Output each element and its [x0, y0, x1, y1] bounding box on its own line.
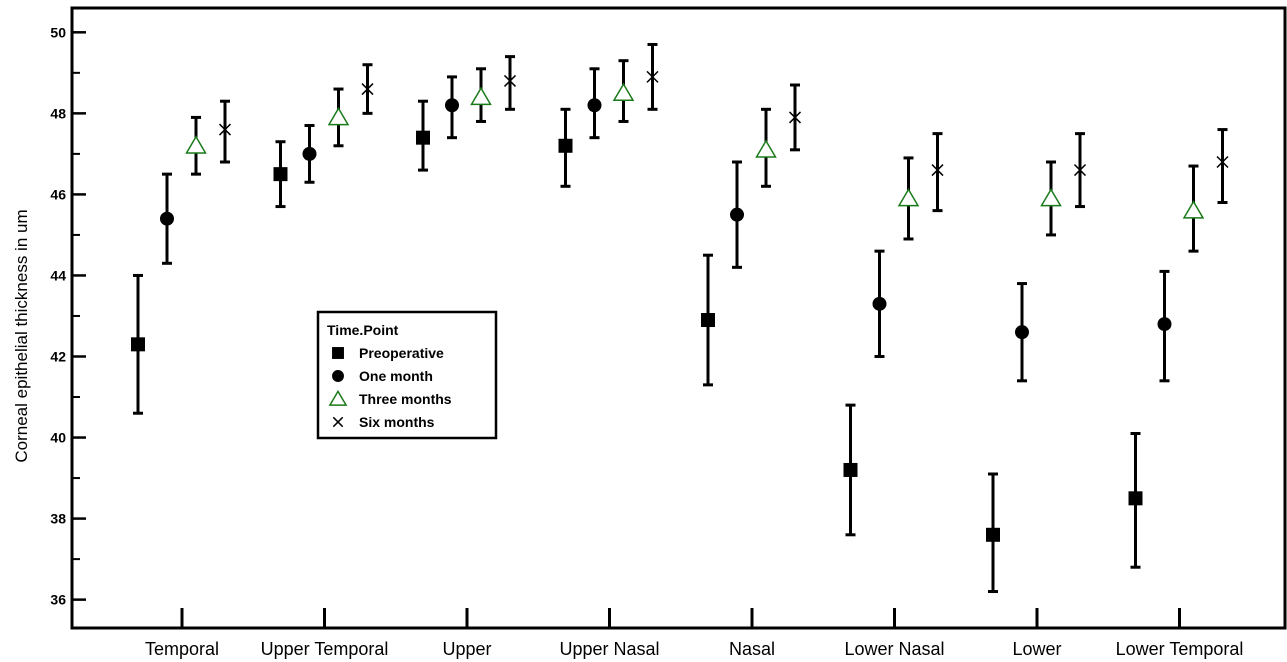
x-marker [218, 123, 232, 136]
x-marker [646, 70, 659, 83]
circle-marker [872, 296, 887, 311]
y-tick-label: 50 [50, 24, 66, 40]
y-tick-label: 36 [50, 592, 66, 608]
y-axis: 36 38 40 42 44 46 48 50 [50, 24, 86, 608]
triangle-marker [470, 86, 492, 106]
x-category-label: Lower Temporal [1116, 639, 1244, 659]
series-six-months [218, 42, 1229, 213]
x-marker [503, 74, 517, 87]
y-tick-label: 46 [50, 186, 66, 202]
square-marker [273, 167, 288, 182]
x-marker [788, 111, 802, 124]
circle-marker [332, 370, 344, 382]
x-category-label: Upper Temporal [261, 639, 389, 659]
legend-item: One month [332, 368, 433, 384]
series-layer [131, 42, 1229, 594]
x-category-label: Lower Nasal [844, 639, 944, 659]
series-preoperative [131, 99, 1143, 594]
square-marker [843, 462, 858, 477]
circle-marker [445, 98, 459, 113]
square-marker [1128, 491, 1143, 506]
legend: Time.Point Preoperative One month Three mo… [316, 310, 498, 440]
square-marker [332, 347, 344, 359]
triangle-marker [612, 82, 635, 102]
triangle-marker [897, 187, 920, 207]
y-tick-label: 42 [50, 348, 66, 364]
x-marker [1073, 164, 1087, 177]
legend-label: Preoperative [359, 345, 444, 361]
square-marker [416, 130, 430, 145]
legend-box [316, 310, 498, 440]
x-category-label: Upper [442, 639, 491, 659]
plot-border [70, 6, 1287, 630]
legend-label: Six months [359, 414, 435, 430]
y-tick-label: 38 [50, 511, 66, 527]
legend-item: Six months [332, 414, 435, 430]
triangle-marker [755, 139, 777, 158]
x-category-label: Nasal [729, 639, 775, 659]
square-marker [558, 138, 573, 153]
x-category-label: Upper Nasal [559, 639, 659, 659]
y-tick-label: 48 [50, 105, 66, 121]
x-category-label: Lower [1012, 639, 1061, 659]
square-marker [701, 313, 715, 328]
x-marker [931, 164, 944, 177]
error-bar [220, 99, 230, 164]
legend-item: Three months [328, 389, 452, 407]
error-bar [1217, 128, 1228, 205]
y-axis-title: Corneal epithelial thickness in um [12, 209, 31, 462]
triangle-marker [1040, 187, 1062, 207]
circle-marker [587, 98, 602, 113]
y-tick-label: 40 [50, 430, 66, 446]
x-category-label: Temporal [145, 639, 219, 659]
triangle-marker [327, 106, 350, 126]
triangle-marker [185, 135, 207, 154]
plot-frame [70, 6, 1287, 630]
legend-title: Time.Point [327, 322, 399, 338]
legend-item: Preoperative [332, 345, 444, 361]
x-marker [332, 416, 344, 428]
y-tick-label: 44 [50, 267, 66, 283]
circle-marker [730, 207, 744, 222]
series-one-month [160, 67, 1172, 383]
legend-label: Three months [359, 391, 452, 407]
x-axis: Temporal Upper Temporal Upper Upper Nasal Na… [145, 608, 1243, 659]
square-marker [986, 527, 1000, 542]
circle-marker [160, 211, 174, 226]
x-marker [361, 83, 374, 96]
error-bar [505, 55, 515, 111]
series-three-months [185, 59, 1205, 253]
triangle-marker [328, 389, 348, 406]
error-bar [932, 132, 943, 213]
x-marker [1216, 155, 1229, 169]
circle-marker [1015, 325, 1029, 340]
triangle-marker [1182, 200, 1205, 219]
square-marker [131, 337, 145, 352]
circle-marker [1157, 317, 1172, 332]
legend-label: One month [359, 368, 433, 384]
circle-marker [302, 146, 317, 161]
